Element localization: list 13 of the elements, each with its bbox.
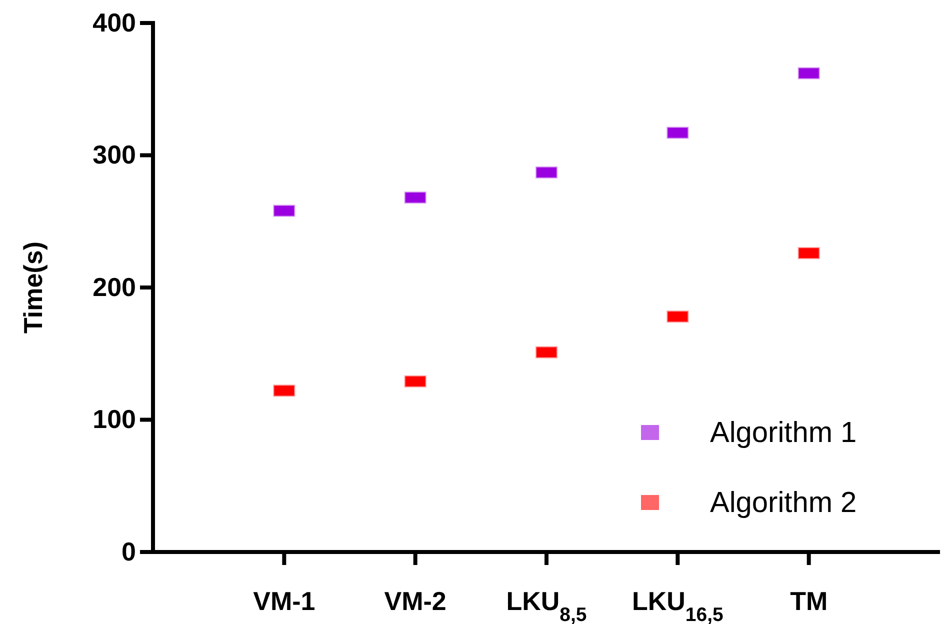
x-tick-label: VM-1 [253, 586, 316, 616]
x-tick-label: LKU$_{8,5}$ [506, 586, 587, 624]
x-tick-label: VM-2 [384, 586, 446, 616]
x-tick-label: LKU$_{16,5}$ [632, 586, 724, 624]
legend-label: Algorithm 2 [710, 487, 857, 519]
y-tick-label: 100 [92, 404, 136, 434]
y-tick-label: 400 [92, 7, 136, 38]
y-tick-label: 200 [92, 272, 136, 302]
legend-label: Algorithm 1 [710, 417, 857, 449]
y-tick-label: 300 [92, 140, 136, 170]
y-axis-title: Time(s) [18, 242, 48, 334]
x-tick-label: TM [790, 586, 828, 616]
y-tick-label: 0 [122, 536, 136, 566]
